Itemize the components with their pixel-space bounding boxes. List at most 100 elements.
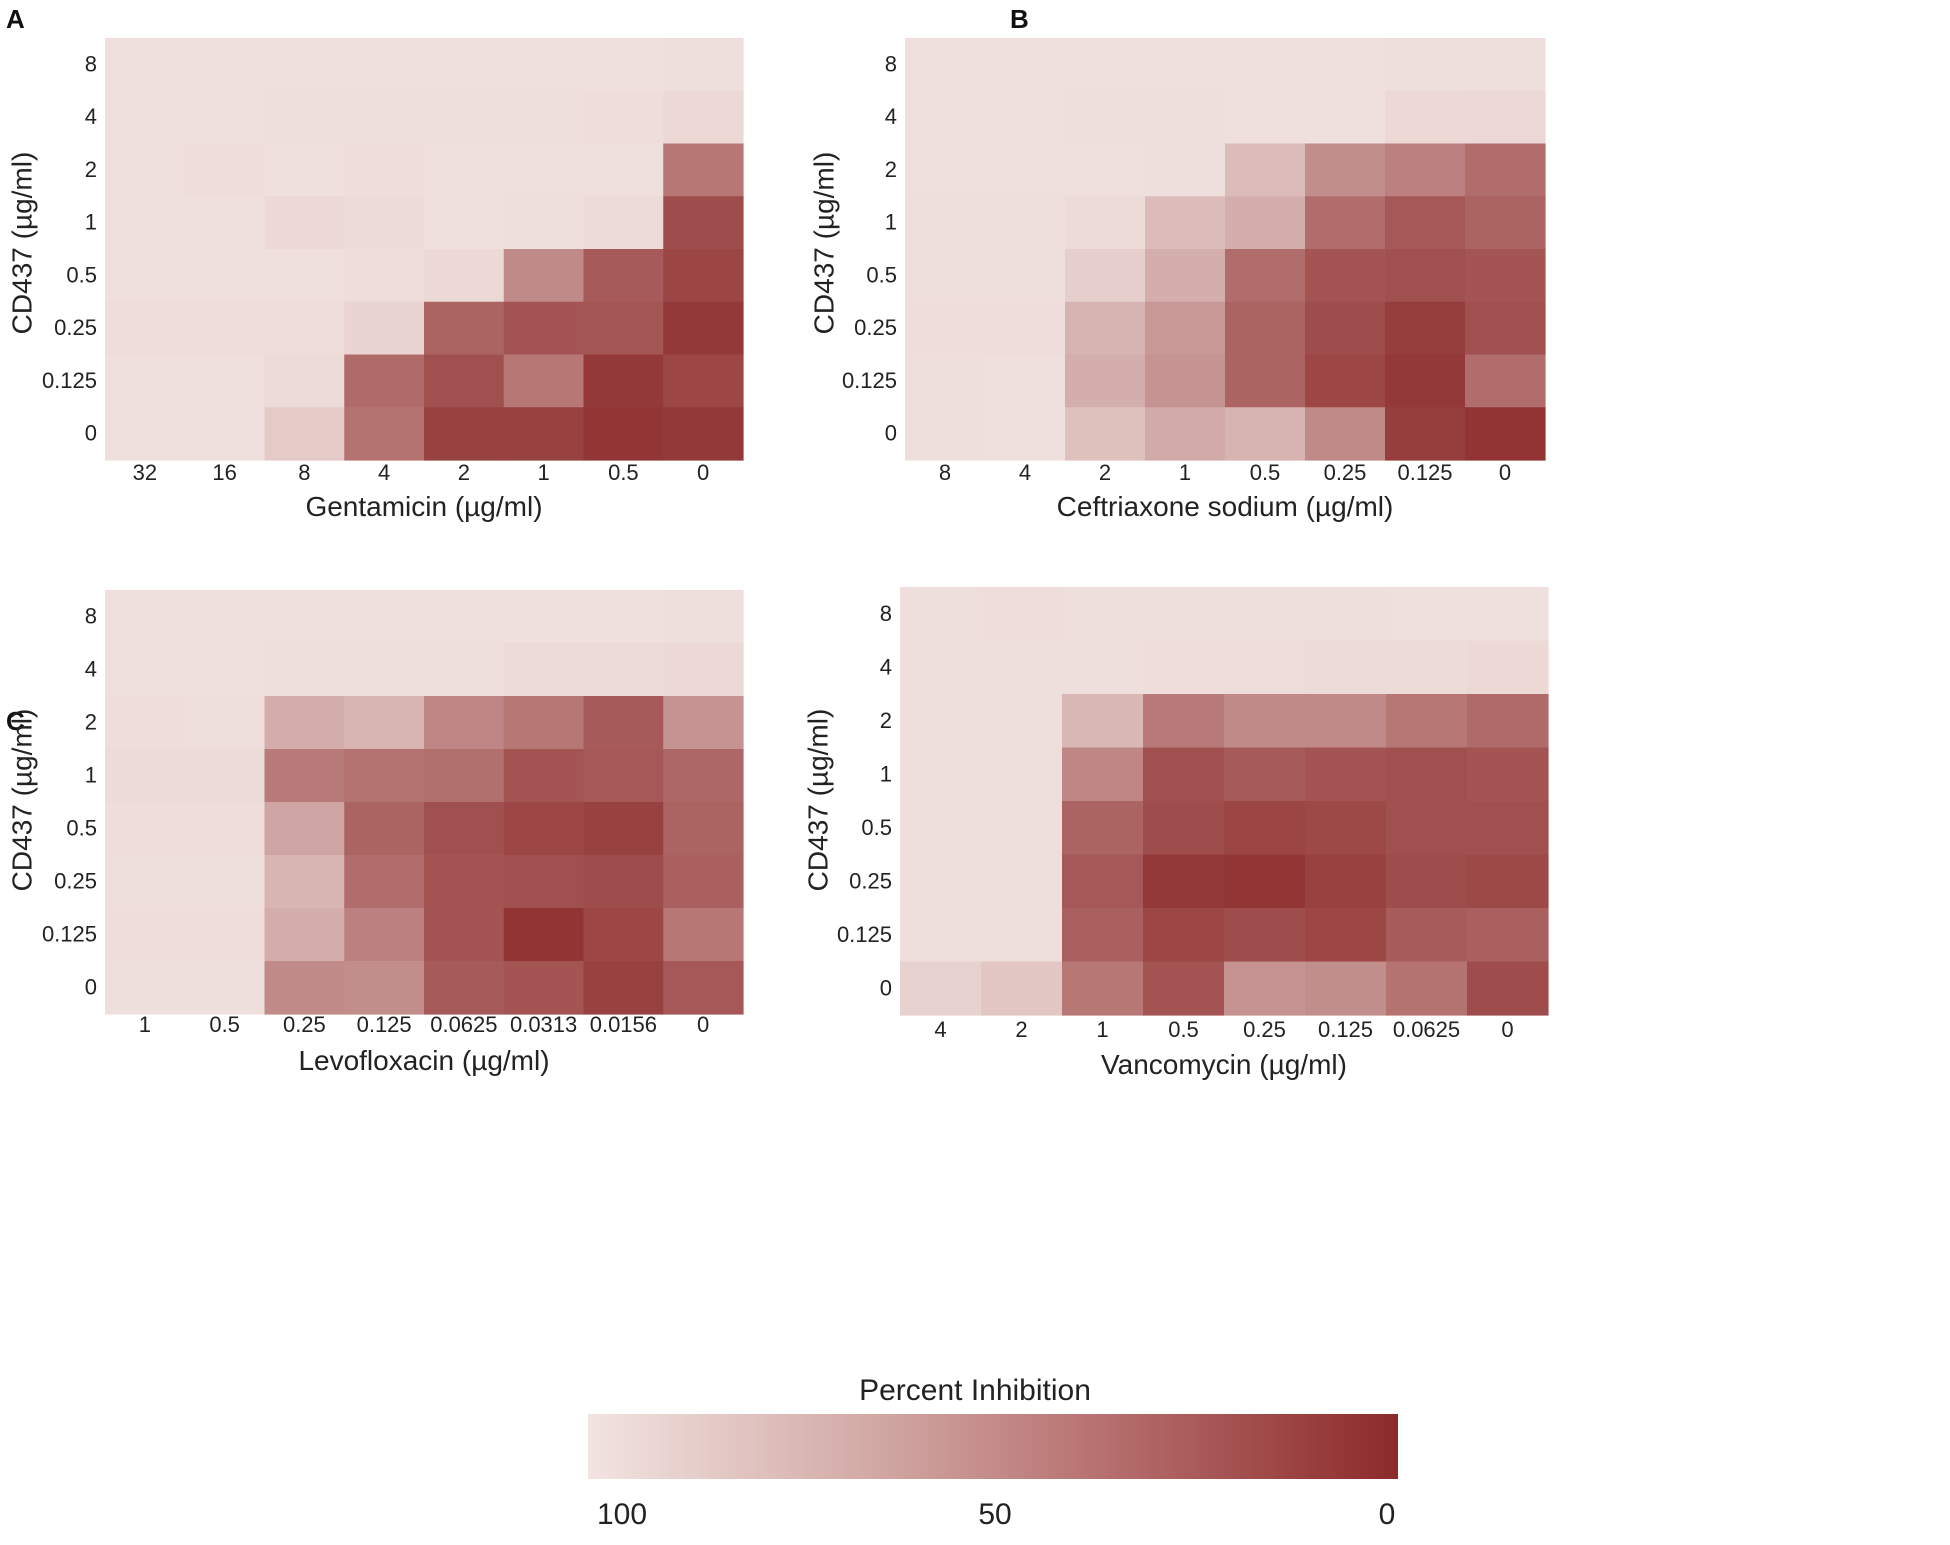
heatmap-cell (1065, 301, 1146, 356)
heatmap-cell (1386, 908, 1468, 963)
heatmap-cell (905, 38, 986, 92)
heatmap-cell (105, 249, 186, 303)
x-axis-label: Levofloxacin (µg/ml) (298, 1045, 549, 1076)
heatmap-cell (1225, 90, 1306, 145)
x-tick-label: 1 (139, 1012, 151, 1037)
y-tick-label: 1 (880, 761, 892, 786)
heatmap-cell (1305, 747, 1387, 802)
heatmap-cell (184, 643, 266, 697)
heatmap-cell (184, 908, 266, 962)
heatmap-cell (1224, 747, 1306, 802)
heatmap-cell (424, 908, 505, 962)
heatmap-cell (105, 590, 186, 644)
heatmap-cell (344, 802, 425, 856)
heatmap-cell (1224, 961, 1306, 1016)
heatmap-cell (1225, 143, 1306, 197)
heatmap-cell (1305, 196, 1386, 250)
heatmap-cell (1143, 747, 1225, 802)
heatmap-cell (184, 749, 266, 803)
legend-title: Percent Inhibition (859, 1374, 1091, 1407)
heatmap-cell (184, 961, 266, 1015)
y-tick-label: 0.25 (54, 869, 97, 894)
heatmap-cell (1224, 640, 1306, 695)
y-tick-label: 2 (885, 157, 897, 182)
heatmap-cell (1465, 301, 1546, 356)
y-tick-label: 0.5 (866, 262, 897, 287)
heatmap-cells (900, 587, 1549, 1016)
x-tick-label: 8 (939, 460, 951, 485)
heatmap-cell (900, 854, 982, 909)
heatmap-c: 8 4 2 1 0.5 0.25 0.125 0 1 0.5 0.25 0.125 0.0625 0.03… (6, 590, 744, 1076)
heatmap-cell (184, 407, 266, 461)
heatmap-cell (503, 590, 585, 644)
heatmap-cell (1465, 196, 1546, 250)
heatmap-cell (1465, 90, 1546, 145)
heatmap-cell (1386, 747, 1468, 802)
heatmap-cell (1145, 196, 1226, 250)
heatmap-cell (905, 354, 986, 408)
x-axis-label: Ceftriaxone sodium (µg/ml) (1057, 491, 1394, 522)
heatmap-cell (1225, 196, 1306, 250)
heatmap-cell (344, 643, 425, 697)
heatmap-cell (663, 961, 744, 1015)
heatmap-cell (583, 354, 664, 408)
heatmap-cell (905, 196, 986, 250)
y-tick-label: 0 (880, 975, 892, 1000)
x-tick-label: 2 (458, 460, 470, 485)
x-tick-label: 32 (133, 460, 157, 485)
heatmap-cell (503, 301, 585, 356)
heatmap-cell (1465, 354, 1546, 408)
heatmap-cell (105, 643, 186, 697)
heatmap-cell (105, 855, 186, 909)
y-tick-label: 0.5 (861, 815, 892, 840)
heatmap-cell (981, 961, 1063, 1016)
heatmap-cell (1386, 587, 1468, 642)
heatmap-cell (985, 249, 1066, 303)
heatmap-cell (1143, 587, 1225, 642)
heatmap-cell (1065, 90, 1146, 145)
heatmap-cell (981, 587, 1063, 642)
x-tick-label: 0.125 (1397, 460, 1452, 485)
heatmap-cell (105, 196, 186, 250)
heatmap-cell (583, 908, 664, 962)
x-tick-label: 4 (1019, 460, 1031, 485)
y-tick-label: 8 (880, 601, 892, 626)
heatmap-cell (1467, 801, 1549, 856)
heatmap-cell (663, 38, 744, 92)
x-tick-label: 0 (1501, 1017, 1513, 1042)
y-axis-label: CD437 (µg/ml) (802, 709, 833, 892)
heatmap-cell (1145, 249, 1226, 303)
heatmap-cell (105, 38, 186, 92)
y-tick-label: 1 (85, 763, 97, 788)
heatmap-cell (663, 643, 744, 697)
heatmap-cell (264, 38, 345, 92)
x-tick-label: 16 (212, 460, 236, 485)
heatmap-cell (264, 590, 345, 644)
y-axis-label: CD437 (µg/ml) (808, 152, 839, 335)
heatmap-cell (105, 143, 186, 197)
heatmap-cell (1467, 854, 1549, 909)
x-tick-label: 8 (298, 460, 310, 485)
x-tick-label: 4 (934, 1017, 946, 1042)
heatmap-cell (663, 249, 744, 303)
y-tick-label: 8 (885, 51, 897, 76)
heatmap-cell (1062, 640, 1144, 695)
heatmap-cell (900, 694, 982, 749)
heatmap-cell (1224, 587, 1306, 642)
heatmap-cell (1143, 640, 1225, 695)
heatmap-cell (184, 301, 266, 356)
y-tick-label: 1 (85, 210, 97, 235)
legend-max-label: 0 (1378, 1498, 1396, 1531)
heatmap-cell (1143, 908, 1225, 963)
heatmap-cell (663, 196, 744, 250)
heatmap-cell (1065, 407, 1146, 461)
heatmap-cell (1305, 854, 1387, 909)
heatmap-cell (1305, 249, 1386, 303)
x-tick-label: 2 (1015, 1017, 1027, 1042)
heatmap-cell (424, 855, 505, 909)
heatmap-cell (264, 301, 345, 356)
heatmap-cell (424, 802, 505, 856)
heatmap-cell (184, 143, 266, 197)
heatmap-cell (264, 908, 345, 962)
heatmap-cell (1062, 908, 1144, 963)
